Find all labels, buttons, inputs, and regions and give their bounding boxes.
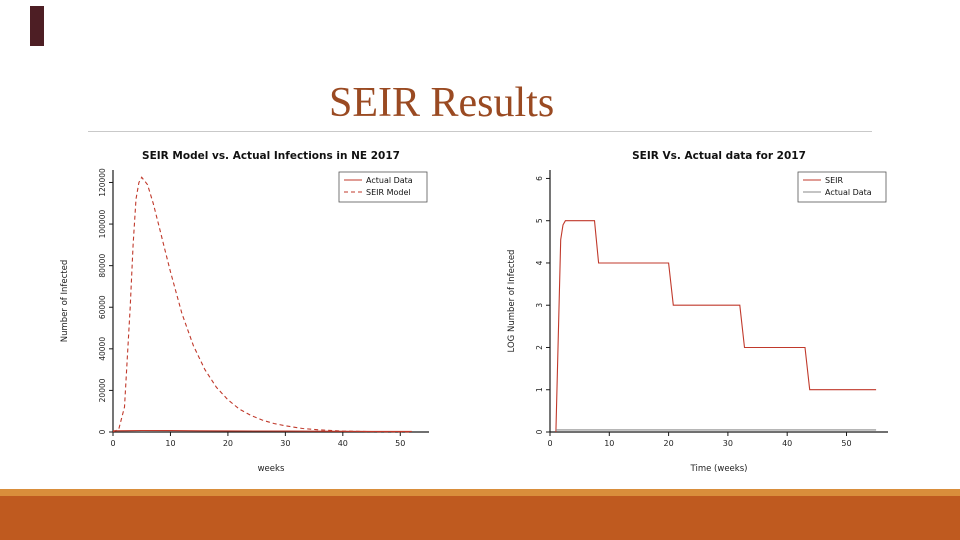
chart-title: SEIR Vs. Actual data for 2017 <box>632 150 806 162</box>
legend-label: Actual Data <box>825 188 872 197</box>
x-tick-label: 50 <box>841 439 851 448</box>
x-tick-label: 40 <box>782 439 792 448</box>
y-tick-label: 0 <box>535 429 544 434</box>
corner-tab <box>30 6 44 46</box>
x-tick-label: 40 <box>338 439 348 448</box>
chart-panel-right: SEIR Vs. Actual data for 2017 0 1 2 3 4 5 6 0 10 2… <box>502 146 902 478</box>
legend-label: SEIR Model <box>366 188 411 197</box>
x-tick-label: 0 <box>547 439 552 448</box>
x-tick-label: 0 <box>110 439 115 448</box>
chart-panel-left: SEIR Model vs. Actual Infections in NE 2… <box>55 146 445 478</box>
y-tick-label: 1 <box>535 387 544 392</box>
footer-accent-strip <box>0 489 960 496</box>
x-tick-label: 20 <box>223 439 233 448</box>
y-tick-label: 40000 <box>98 337 107 361</box>
y-tick-label: 60000 <box>98 295 107 319</box>
chart-title: SEIR Model vs. Actual Infections in NE 2… <box>142 150 400 162</box>
y-tick-label: 80000 <box>98 253 107 277</box>
title-divider <box>88 131 872 132</box>
x-axis-label: Time (weeks) <box>690 464 748 474</box>
legend-box <box>338 171 428 203</box>
y-tick-label: 2 <box>535 345 544 350</box>
x-tick-label: 10 <box>604 439 614 448</box>
y-tick-label: 20000 <box>98 378 107 402</box>
y-tick-label: 6 <box>535 176 544 181</box>
y-axis-label: LOG Number of Infected <box>507 250 517 353</box>
y-tick-label: 5 <box>535 218 544 223</box>
x-tick-label: 30 <box>280 439 290 448</box>
legend-box <box>797 171 887 203</box>
slide-title: SEIR Results <box>328 80 555 127</box>
y-tick-label: 3 <box>535 303 544 308</box>
legend-label: Actual Data <box>366 176 413 185</box>
x-axis-label: weeks <box>258 464 285 474</box>
x-tick-label: 30 <box>723 439 733 448</box>
y-tick-label: 0 <box>98 429 107 434</box>
y-tick-label: 4 <box>535 260 544 265</box>
x-tick-label: 20 <box>664 439 674 448</box>
footer-accent-band <box>0 496 960 540</box>
x-tick-label: 10 <box>165 439 175 448</box>
y-tick-label: 120000 <box>98 168 107 197</box>
y-tick-label: 100000 <box>98 210 107 239</box>
x-tick-label: 50 <box>395 439 405 448</box>
y-axis-label: Number of Infected <box>60 260 70 343</box>
series-seir <box>555 220 877 433</box>
legend-label: SEIR <box>825 176 843 185</box>
series-actual-data <box>112 429 412 432</box>
seir-model-vs-actual-ne-2017: SEIR Model vs. Actual Infections in NE 2… <box>60 150 429 474</box>
seir-vs-actual-log-2017: SEIR Vs. Actual data for 2017 0 1 2 3 4 5 6 0 10 2… <box>507 150 888 474</box>
series-seir-model <box>112 176 412 433</box>
